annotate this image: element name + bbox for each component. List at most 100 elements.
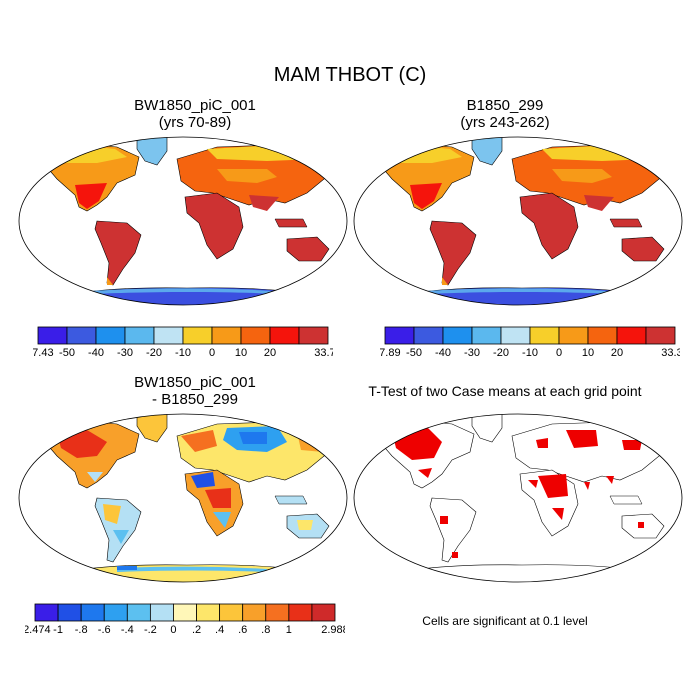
colorbar-panel-3: -2.474-1 -.8 -.6 -.4 -.2 0 .2 .4 .6 .8 1 2.988	[25, 603, 345, 636]
panel-1-title-line2: (yrs 70-89)	[158, 114, 232, 131]
colorbar-tick-label: 10	[235, 347, 247, 359]
colorbar-box	[413, 326, 444, 345]
colorbar-tick-label: -50	[406, 347, 422, 359]
colorbar-box	[240, 326, 271, 345]
panel-1-title-line1: BW1850_piC_001	[134, 97, 256, 114]
colorbar-box	[558, 326, 589, 345]
colorbar-tick-label: -.4	[121, 624, 134, 636]
colorbar-box	[442, 326, 473, 345]
colorbar-box	[471, 326, 502, 345]
australia-landmass	[286, 236, 330, 262]
map-panel-4	[353, 413, 683, 583]
significant-cells	[392, 424, 666, 558]
greenland-outline	[471, 414, 503, 443]
colorbar-box	[500, 326, 531, 345]
colorbar-box	[126, 603, 151, 622]
colorbar-tick-label: -40	[435, 347, 451, 359]
colorbar-box	[124, 326, 155, 345]
africa-landmass	[184, 192, 244, 260]
colorbar-tick-label: -.8	[75, 624, 88, 636]
colorbar-tick-label: -40	[88, 347, 104, 359]
colorbar-tick-label: -.2	[144, 624, 157, 636]
panel-3-title: BW1850_piC_001 - B1850_299	[45, 374, 345, 408]
colorbar-box	[80, 603, 105, 622]
colorbar-box	[219, 603, 244, 622]
colorbar-tick-label: -57.43	[33, 347, 54, 359]
colorbar-box	[587, 326, 618, 345]
map-border	[353, 136, 683, 306]
greenland-landmass	[136, 414, 168, 443]
colorbar-tick-label: -50	[59, 347, 75, 359]
colorbar-box	[182, 326, 213, 345]
colorbar-tick-label: -10	[175, 347, 191, 359]
colorbar-tick-label: 20	[611, 347, 623, 359]
colorbar-tick-label: .2	[192, 624, 201, 636]
panel-4-title: T-Test of two Case means at each grid po…	[368, 383, 642, 399]
colorbar-panel-1: -57.43 -50 -40 -30 -20 -10 0 10 20 33.74	[33, 326, 333, 359]
colorbar-box	[196, 603, 221, 622]
colorbar-box	[645, 326, 676, 345]
colorbar-tick-label: -20	[146, 347, 162, 359]
colorbar-tick-label: -20	[493, 347, 509, 359]
colorbar-tick-label: -1	[53, 624, 63, 636]
colorbar-tick-label: -30	[117, 347, 133, 359]
colorbar-box	[57, 603, 82, 622]
colorbar-box	[66, 326, 97, 345]
panel-3-title-line2: - B1850_299	[152, 391, 238, 408]
map-border	[353, 413, 683, 583]
colorbar-box	[288, 603, 313, 622]
colorbar-panel-2: -57.89 -50 -40 -30 -20 -10 0 10 20 33.39	[380, 326, 680, 359]
colorbar-tick-label: 33.74	[314, 347, 333, 359]
colorbar-tick-label: -2.474	[25, 624, 51, 636]
colorbar-box	[37, 326, 68, 345]
colorbar-box	[269, 326, 300, 345]
colorbar-box	[149, 603, 174, 622]
africa-landmass	[519, 192, 579, 260]
colorbar-box	[298, 326, 329, 345]
map-border	[18, 413, 348, 583]
greenland-landmass	[471, 137, 503, 166]
colorbar-tick-label: -30	[464, 347, 480, 359]
colorbar-tick-label: .8	[261, 624, 270, 636]
significance-note: Cells are significant at 0.1 level	[422, 614, 588, 628]
panel-2-title: B1850_299 (yrs 243-262)	[355, 97, 655, 131]
main-title: MAM THBOT (C)	[273, 64, 427, 86]
map-panel-3	[18, 413, 348, 583]
antarctica-outline	[376, 564, 663, 582]
colorbar-box	[265, 603, 290, 622]
map-panel-1	[18, 136, 348, 306]
colorbar-tick-label: 20	[264, 347, 276, 359]
colorbar-box	[616, 326, 647, 345]
colorbar-box	[529, 326, 560, 345]
map-panel-2	[353, 136, 683, 306]
colorbar-tick-label: 1	[286, 624, 292, 636]
colorbar-tick-label: -10	[522, 347, 538, 359]
colorbar-tick-label: 2.988	[321, 624, 345, 636]
colorbar-tick-label: 33.39	[661, 347, 680, 359]
colorbar-box	[311, 603, 336, 622]
greenland-landmass	[136, 137, 168, 166]
colorbar-tick-label: 0	[170, 624, 176, 636]
colorbar-box	[173, 603, 197, 622]
colorbar-box	[384, 326, 415, 345]
colorbar-box	[95, 326, 126, 345]
colorbar-tick-label: 0	[209, 347, 215, 359]
colorbar-tick-label: .4	[215, 624, 224, 636]
colorbar-box	[153, 326, 184, 345]
colorbar-tick-label: .6	[238, 624, 247, 636]
colorbar-box	[34, 603, 59, 622]
colorbar-tick-label: -.6	[98, 624, 111, 636]
map-border	[18, 136, 348, 306]
south-america-outline	[429, 497, 477, 563]
panel-3-title-line1: BW1850_piC_001	[134, 374, 256, 391]
panel-2-title-line2: (yrs 243-262)	[460, 114, 550, 131]
colorbar-tick-label: -57.89	[380, 347, 401, 359]
panel-2-title-line1: B1850_299	[466, 97, 544, 114]
colorbar-tick-label: 10	[582, 347, 594, 359]
colorbar-box	[211, 326, 242, 345]
colorbar-tick-label: 0	[556, 347, 562, 359]
colorbar-box	[103, 603, 128, 622]
panel-1-title: BW1850_piC_001 (yrs 70-89)	[45, 97, 345, 131]
australia-landmass	[621, 236, 665, 262]
colorbar-box	[242, 603, 267, 622]
